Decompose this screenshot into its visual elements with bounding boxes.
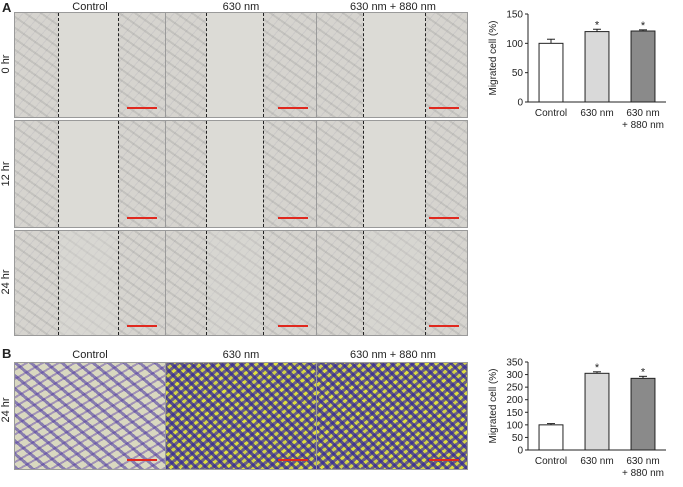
- x-tick-label: Control: [535, 108, 567, 119]
- panel-a-header-combo: 630 nm + 880 nm: [350, 1, 436, 13]
- micrograph-a-12hr-combo: [316, 120, 468, 228]
- scale-bar: [429, 217, 459, 219]
- y-tick-label: 150: [506, 408, 523, 419]
- x-tick-label: + 880 nm: [622, 120, 664, 131]
- y-tick-label: 100: [506, 39, 523, 50]
- micrograph-a-0hr-control: [14, 12, 166, 118]
- panel-b-header-combo: 630 nm + 880 nm: [350, 349, 436, 361]
- x-tick-label: Control: [535, 456, 567, 467]
- panel-b-header-control: Control: [72, 349, 108, 361]
- y-tick-label: 250: [506, 383, 523, 394]
- x-tick-label: 630 nm: [626, 456, 659, 467]
- scale-bar: [278, 459, 308, 461]
- scale-bar: [429, 107, 459, 109]
- micrograph-b-control: [14, 362, 166, 470]
- panel-a-row-label-0hr: 0 hr: [0, 54, 12, 74]
- y-tick-label: 300: [506, 370, 523, 381]
- significance-mark: *: [641, 20, 646, 32]
- scale-bar: [278, 325, 308, 327]
- bar-1: [584, 372, 610, 451]
- panel-a-header-630: 630 nm: [222, 1, 260, 13]
- significance-mark: *: [595, 19, 600, 31]
- y-axis-label: Migrated cell (%): [488, 20, 499, 95]
- y-tick-label: 50: [512, 68, 524, 79]
- panel-a-row-label-12hr: 12 hr: [0, 161, 12, 187]
- micrograph-a-0hr-combo: [316, 12, 468, 118]
- micrograph-a-24hr-control: [14, 230, 166, 336]
- y-tick-label: 0: [517, 98, 523, 109]
- bar-chart-migration-a: Migrated cell (%) 0 50 100 150 Control * 630 nm…: [488, 10, 666, 131]
- scale-bar: [278, 217, 308, 219]
- micrograph-a-12hr-control: [14, 120, 166, 228]
- panel-a-header-control: Control: [72, 1, 108, 13]
- panel-a-letter: A: [2, 0, 12, 15]
- y-tick-label: 50: [512, 433, 524, 444]
- bar-2: [630, 377, 656, 451]
- x-tick-label: 630 nm: [626, 108, 659, 119]
- bar-2: [630, 30, 656, 103]
- scale-bar: [278, 107, 308, 109]
- micrograph-b-combo: [316, 362, 468, 470]
- scale-bar: [127, 217, 157, 219]
- x-tick-label: 630 nm: [580, 108, 613, 119]
- scale-bar: [127, 459, 157, 461]
- bar-0: [538, 424, 564, 451]
- scale-bar: [429, 459, 459, 461]
- panel-b-row-label-24hr: 24 hr: [0, 397, 12, 423]
- panel-b-letter: B: [2, 346, 12, 361]
- y-tick-label: 200: [506, 395, 523, 406]
- micrograph-a-0hr-630: [165, 12, 317, 118]
- significance-mark: *: [641, 366, 646, 378]
- bar-0: [538, 42, 564, 103]
- significance-mark: *: [595, 362, 600, 374]
- micrograph-a-24hr-combo: [316, 230, 468, 336]
- y-tick-label: 350: [506, 358, 523, 369]
- y-tick-label: 0: [517, 446, 523, 457]
- y-axis-label: Migrated cell (%): [488, 368, 499, 443]
- scale-bar: [429, 325, 459, 327]
- x-tick-label: 630 nm: [580, 456, 613, 467]
- panel-b-header-630: 630 nm: [222, 349, 260, 361]
- scale-bar: [127, 107, 157, 109]
- bar-1: [584, 31, 610, 103]
- micrograph-b-630: [165, 362, 317, 470]
- y-tick-label: 150: [506, 10, 523, 21]
- x-tick-label: + 880 nm: [622, 468, 664, 479]
- y-tick-label: 100: [506, 420, 523, 431]
- micrograph-a-12hr-630: [165, 120, 317, 228]
- scale-bar: [127, 325, 157, 327]
- panel-a-row-label-24hr: 24 hr: [0, 269, 12, 295]
- micrograph-a-24hr-630: [165, 230, 317, 336]
